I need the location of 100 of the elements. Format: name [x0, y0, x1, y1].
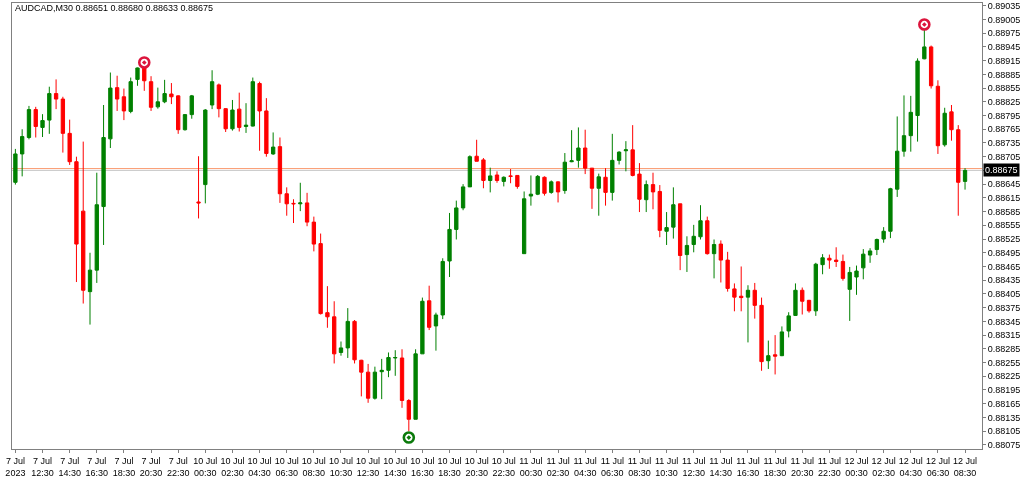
- candlestick: [888, 187, 893, 239]
- y-tick-label: 0.88375: [987, 302, 1021, 313]
- candlestick: [454, 200, 459, 240]
- candlestick: [555, 180, 561, 203]
- candlestick: [806, 299, 812, 314]
- candlestick: [515, 174, 520, 190]
- candlestick: [447, 212, 452, 278]
- candlestick: [766, 340, 771, 370]
- candlestick: [399, 348, 405, 409]
- candlestick: [121, 88, 127, 121]
- candlestick: [677, 203, 683, 271]
- candlestick: [298, 182, 303, 212]
- candlestick: [108, 72, 113, 149]
- candlestick: [128, 77, 133, 114]
- candlestick: [623, 140, 629, 172]
- candlestick: [922, 28, 927, 60]
- candlestick: [135, 67, 140, 87]
- candlestick: [779, 325, 785, 357]
- y-tick-label: 0.88555: [987, 220, 1021, 231]
- x-tick-label: 7 Jul 20:30: [139, 455, 163, 478]
- x-tick-label: 11 Jul 22:30: [817, 455, 842, 478]
- candlestick: [393, 349, 398, 377]
- candlestick: [182, 113, 188, 132]
- candlestick: [800, 287, 805, 316]
- candlestick: [786, 311, 791, 338]
- candlestick: [698, 204, 703, 240]
- x-tick-label: 7 Jul 14:30: [58, 455, 81, 478]
- x-tick-label: 11 Jul 02:30: [546, 455, 570, 478]
- candlestick: [542, 175, 547, 197]
- candlestick: [101, 104, 106, 246]
- y-tick-label: 0.89035: [987, 0, 1021, 11]
- x-tick-label: 11 Jul 00:30: [519, 455, 543, 478]
- candlestick: [433, 312, 439, 352]
- point: [137, 56, 151, 69]
- candlestick: [874, 238, 880, 256]
- candlestick: [474, 139, 479, 162]
- candlestick: [359, 359, 364, 397]
- candlestick: [488, 167, 493, 193]
- candlestick: [270, 131, 276, 156]
- candlestick: [60, 96, 66, 154]
- candlestick: [847, 266, 852, 322]
- x-tick-label: 12 Jul 04:30: [898, 455, 923, 478]
- y-tick-label: 0.89005: [987, 14, 1021, 25]
- x-tick-label: 10 Jul 12:30: [356, 455, 381, 478]
- candlestick: [257, 81, 262, 152]
- candlestick: [40, 113, 45, 138]
- candlestick: [74, 156, 79, 283]
- candlestick: [277, 136, 283, 204]
- y-tick-label: 0.88825: [987, 96, 1021, 107]
- y-tick-label: 0.88435: [987, 275, 1021, 286]
- candlestick: [291, 198, 296, 224]
- x-tick-label: 10 Jul 16:30: [410, 455, 435, 478]
- candlestick: [87, 252, 93, 326]
- x-tick-label: 11 Jul 12:30: [682, 455, 706, 478]
- x-tick-label: 12 Jul 06:30: [925, 455, 950, 478]
- x-tick-label: 10 Jul 14:30: [383, 455, 408, 478]
- candlestick: [521, 190, 527, 255]
- x-tick-label: 11 Jul 14:30: [709, 455, 733, 478]
- candlestick: [861, 248, 866, 280]
- candlestick: [834, 246, 839, 268]
- candlestick: [94, 172, 99, 284]
- candlestick: [928, 45, 934, 90]
- y-tick-label: 0.88465: [987, 261, 1021, 272]
- candlestick: [583, 129, 588, 175]
- candlestick: [549, 179, 554, 195]
- x-tick-label: 11 Jul 04:30: [573, 455, 597, 478]
- candlestick: [569, 129, 574, 163]
- y-tick-label: 0.88885: [987, 69, 1021, 80]
- candlestick: [223, 107, 228, 133]
- candlestick: [332, 300, 337, 364]
- candlestick: [793, 282, 798, 317]
- candlestick: [365, 363, 371, 404]
- x-tick-label: 10 Jul 04:30: [247, 455, 272, 478]
- y-tick-label: 0.88945: [987, 42, 1021, 53]
- candlestick: [684, 235, 690, 273]
- x-tick-label: 7 Jul 18:30: [112, 455, 136, 478]
- candlestick: [949, 104, 954, 142]
- candlestick: [705, 216, 710, 256]
- candlestick: [508, 168, 513, 184]
- candlestick: [230, 99, 235, 132]
- candlestick: [386, 351, 391, 378]
- candlestick: [901, 94, 907, 158]
- candlestick: [881, 226, 886, 244]
- candlestick: [338, 341, 344, 357]
- candlestick: [243, 102, 249, 134]
- y-tick-label: 0.88525: [987, 234, 1021, 245]
- candlestick: [739, 265, 744, 312]
- candlestick: [840, 254, 846, 282]
- candlestick: [732, 282, 737, 312]
- candlestick: [671, 186, 676, 240]
- y-tick-label: 0.88615: [987, 193, 1021, 204]
- y-tick-label: 0.88135: [987, 412, 1021, 423]
- candlestick: [250, 77, 255, 128]
- y-tick-label: 0.88165: [987, 398, 1021, 409]
- candlestick: [467, 154, 473, 188]
- x-tick-label: 10 Jul 06:30: [274, 455, 299, 478]
- candlestick: [942, 107, 947, 148]
- point: [918, 18, 931, 31]
- y-tick-label: 0.88855: [987, 83, 1021, 94]
- x-tick-label: 10 Jul 02:30: [220, 455, 245, 478]
